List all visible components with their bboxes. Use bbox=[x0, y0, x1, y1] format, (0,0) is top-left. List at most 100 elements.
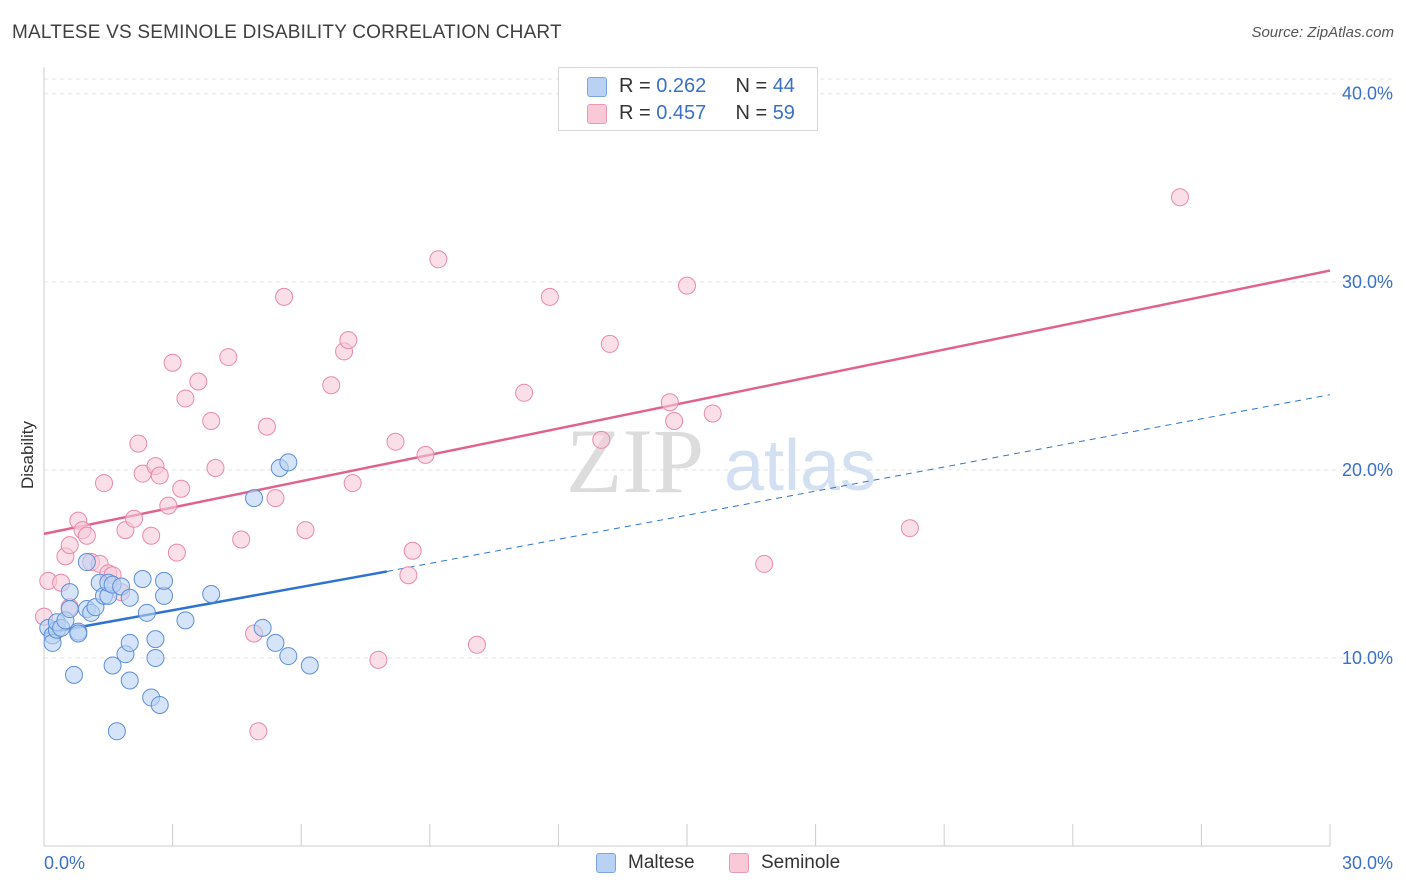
seminole-point bbox=[249, 722, 268, 741]
seminole-point bbox=[95, 474, 114, 493]
watermark-zip: ZIP bbox=[566, 410, 704, 512]
maltese-point bbox=[69, 624, 88, 643]
legend-r-label: R = bbox=[619, 75, 657, 97]
seminole-point bbox=[403, 541, 422, 560]
maltese-swatch bbox=[587, 77, 607, 97]
seminole-point bbox=[369, 650, 388, 669]
maltese-point bbox=[155, 571, 174, 590]
seminole-point bbox=[142, 526, 161, 545]
maltese-point bbox=[107, 722, 126, 741]
maltese-point bbox=[65, 665, 84, 684]
y-tick-label: 10.0% bbox=[1342, 648, 1393, 668]
stats-legend: R = 0.262 N = 44 R = 0.457 N = 59 bbox=[558, 67, 818, 131]
seminole-point bbox=[219, 348, 238, 367]
seminole-point bbox=[206, 459, 225, 478]
maltese-point bbox=[202, 585, 221, 604]
seminole-swatch bbox=[587, 104, 607, 124]
x-tick-label: 0.0% bbox=[44, 853, 85, 873]
seminole-point bbox=[129, 434, 148, 453]
maltese-point bbox=[279, 647, 298, 666]
legend-n-label: N = bbox=[735, 102, 773, 124]
seminole-point bbox=[266, 489, 285, 508]
seminole-trend-line bbox=[43, 269, 1331, 536]
maltese-swatch bbox=[596, 853, 616, 873]
maltese-trend-line bbox=[43, 570, 388, 635]
maltese-point bbox=[279, 453, 298, 472]
seminole-point bbox=[386, 432, 405, 451]
y-tick-label: 40.0% bbox=[1342, 84, 1393, 104]
seminole-point bbox=[172, 479, 191, 498]
seminole-point bbox=[660, 393, 679, 412]
chart-title: MALTESE VS SEMINOLE DISABILITY CORRELATI… bbox=[12, 22, 562, 43]
watermark: ZIP atlas bbox=[566, 410, 876, 512]
seminole-point bbox=[600, 334, 619, 353]
label-layer: 10.0% 20.0% 30.0% 40.0% 0.0% 30.0% bbox=[44, 84, 1393, 873]
seminole-point bbox=[232, 530, 251, 549]
maltese-point bbox=[266, 633, 285, 652]
seminole-point bbox=[678, 276, 696, 295]
axis-layer bbox=[43, 67, 1331, 847]
legend-n-value: 44 bbox=[772, 75, 795, 97]
maltese-point bbox=[146, 630, 165, 649]
maltese-point bbox=[300, 656, 319, 675]
legend-r-value: 0.457 bbox=[656, 102, 707, 124]
seminole-point bbox=[60, 536, 79, 555]
chart-source: Source: ZipAtlas.com bbox=[1251, 24, 1394, 41]
maltese-point bbox=[146, 648, 165, 667]
legend-n-label: N = bbox=[735, 75, 773, 97]
legend-n-value: 59 bbox=[772, 102, 795, 124]
maltese-point bbox=[176, 611, 195, 630]
seminole-point bbox=[189, 372, 208, 391]
watermark-atlas: atlas bbox=[724, 426, 876, 506]
seminole-point bbox=[467, 635, 486, 654]
maltese-point bbox=[253, 618, 272, 637]
seminole-point bbox=[257, 417, 276, 436]
seminole-point bbox=[150, 466, 169, 485]
maltese-trend-extension bbox=[386, 394, 1331, 572]
legend-r-label: R = bbox=[619, 102, 657, 124]
maltese-point bbox=[120, 671, 139, 690]
seminole-point bbox=[540, 287, 559, 306]
legend-r-value: 0.262 bbox=[656, 75, 707, 97]
seminole-point bbox=[900, 519, 919, 538]
seminole-point bbox=[515, 383, 534, 402]
seminole-point bbox=[399, 566, 418, 585]
seminole-point bbox=[665, 412, 684, 431]
seminole-point bbox=[167, 543, 186, 562]
seminole-point bbox=[125, 509, 144, 528]
seminole-swatch bbox=[729, 853, 749, 873]
series-name-seminole: Seminole bbox=[761, 852, 841, 873]
seminole-point bbox=[163, 353, 182, 372]
seminole-point bbox=[296, 521, 315, 540]
seminole-point bbox=[343, 474, 362, 493]
series-name-maltese: Maltese bbox=[628, 852, 695, 873]
y-tick-label: 30.0% bbox=[1342, 272, 1393, 292]
seminole-point bbox=[416, 445, 435, 464]
y-axis-title: Disability bbox=[18, 420, 37, 490]
seminole-point bbox=[1170, 188, 1189, 207]
seminole-point bbox=[275, 287, 294, 306]
grid-layer bbox=[44, 78, 1392, 659]
seminole-point bbox=[202, 412, 221, 431]
x-tick-label: 30.0% bbox=[1342, 853, 1393, 873]
seminole-point bbox=[703, 404, 722, 423]
seminole-point bbox=[339, 331, 358, 350]
points-layer bbox=[35, 188, 1189, 741]
maltese-point bbox=[137, 603, 156, 622]
maltese-point bbox=[120, 633, 139, 652]
maltese-point bbox=[103, 656, 122, 675]
maltese-point bbox=[150, 695, 169, 714]
y-tick-label: 20.0% bbox=[1342, 460, 1393, 480]
seminole-point bbox=[322, 376, 341, 395]
maltese-point bbox=[60, 583, 79, 602]
maltese-point bbox=[245, 489, 264, 508]
maltese-point bbox=[133, 569, 152, 588]
trend-layer bbox=[43, 269, 1331, 635]
seminole-point bbox=[755, 554, 774, 573]
seminole-point bbox=[592, 430, 611, 449]
maltese-point bbox=[77, 553, 96, 572]
seminole-point bbox=[429, 250, 448, 269]
maltese-point bbox=[120, 588, 139, 607]
maltese-point bbox=[60, 600, 79, 619]
